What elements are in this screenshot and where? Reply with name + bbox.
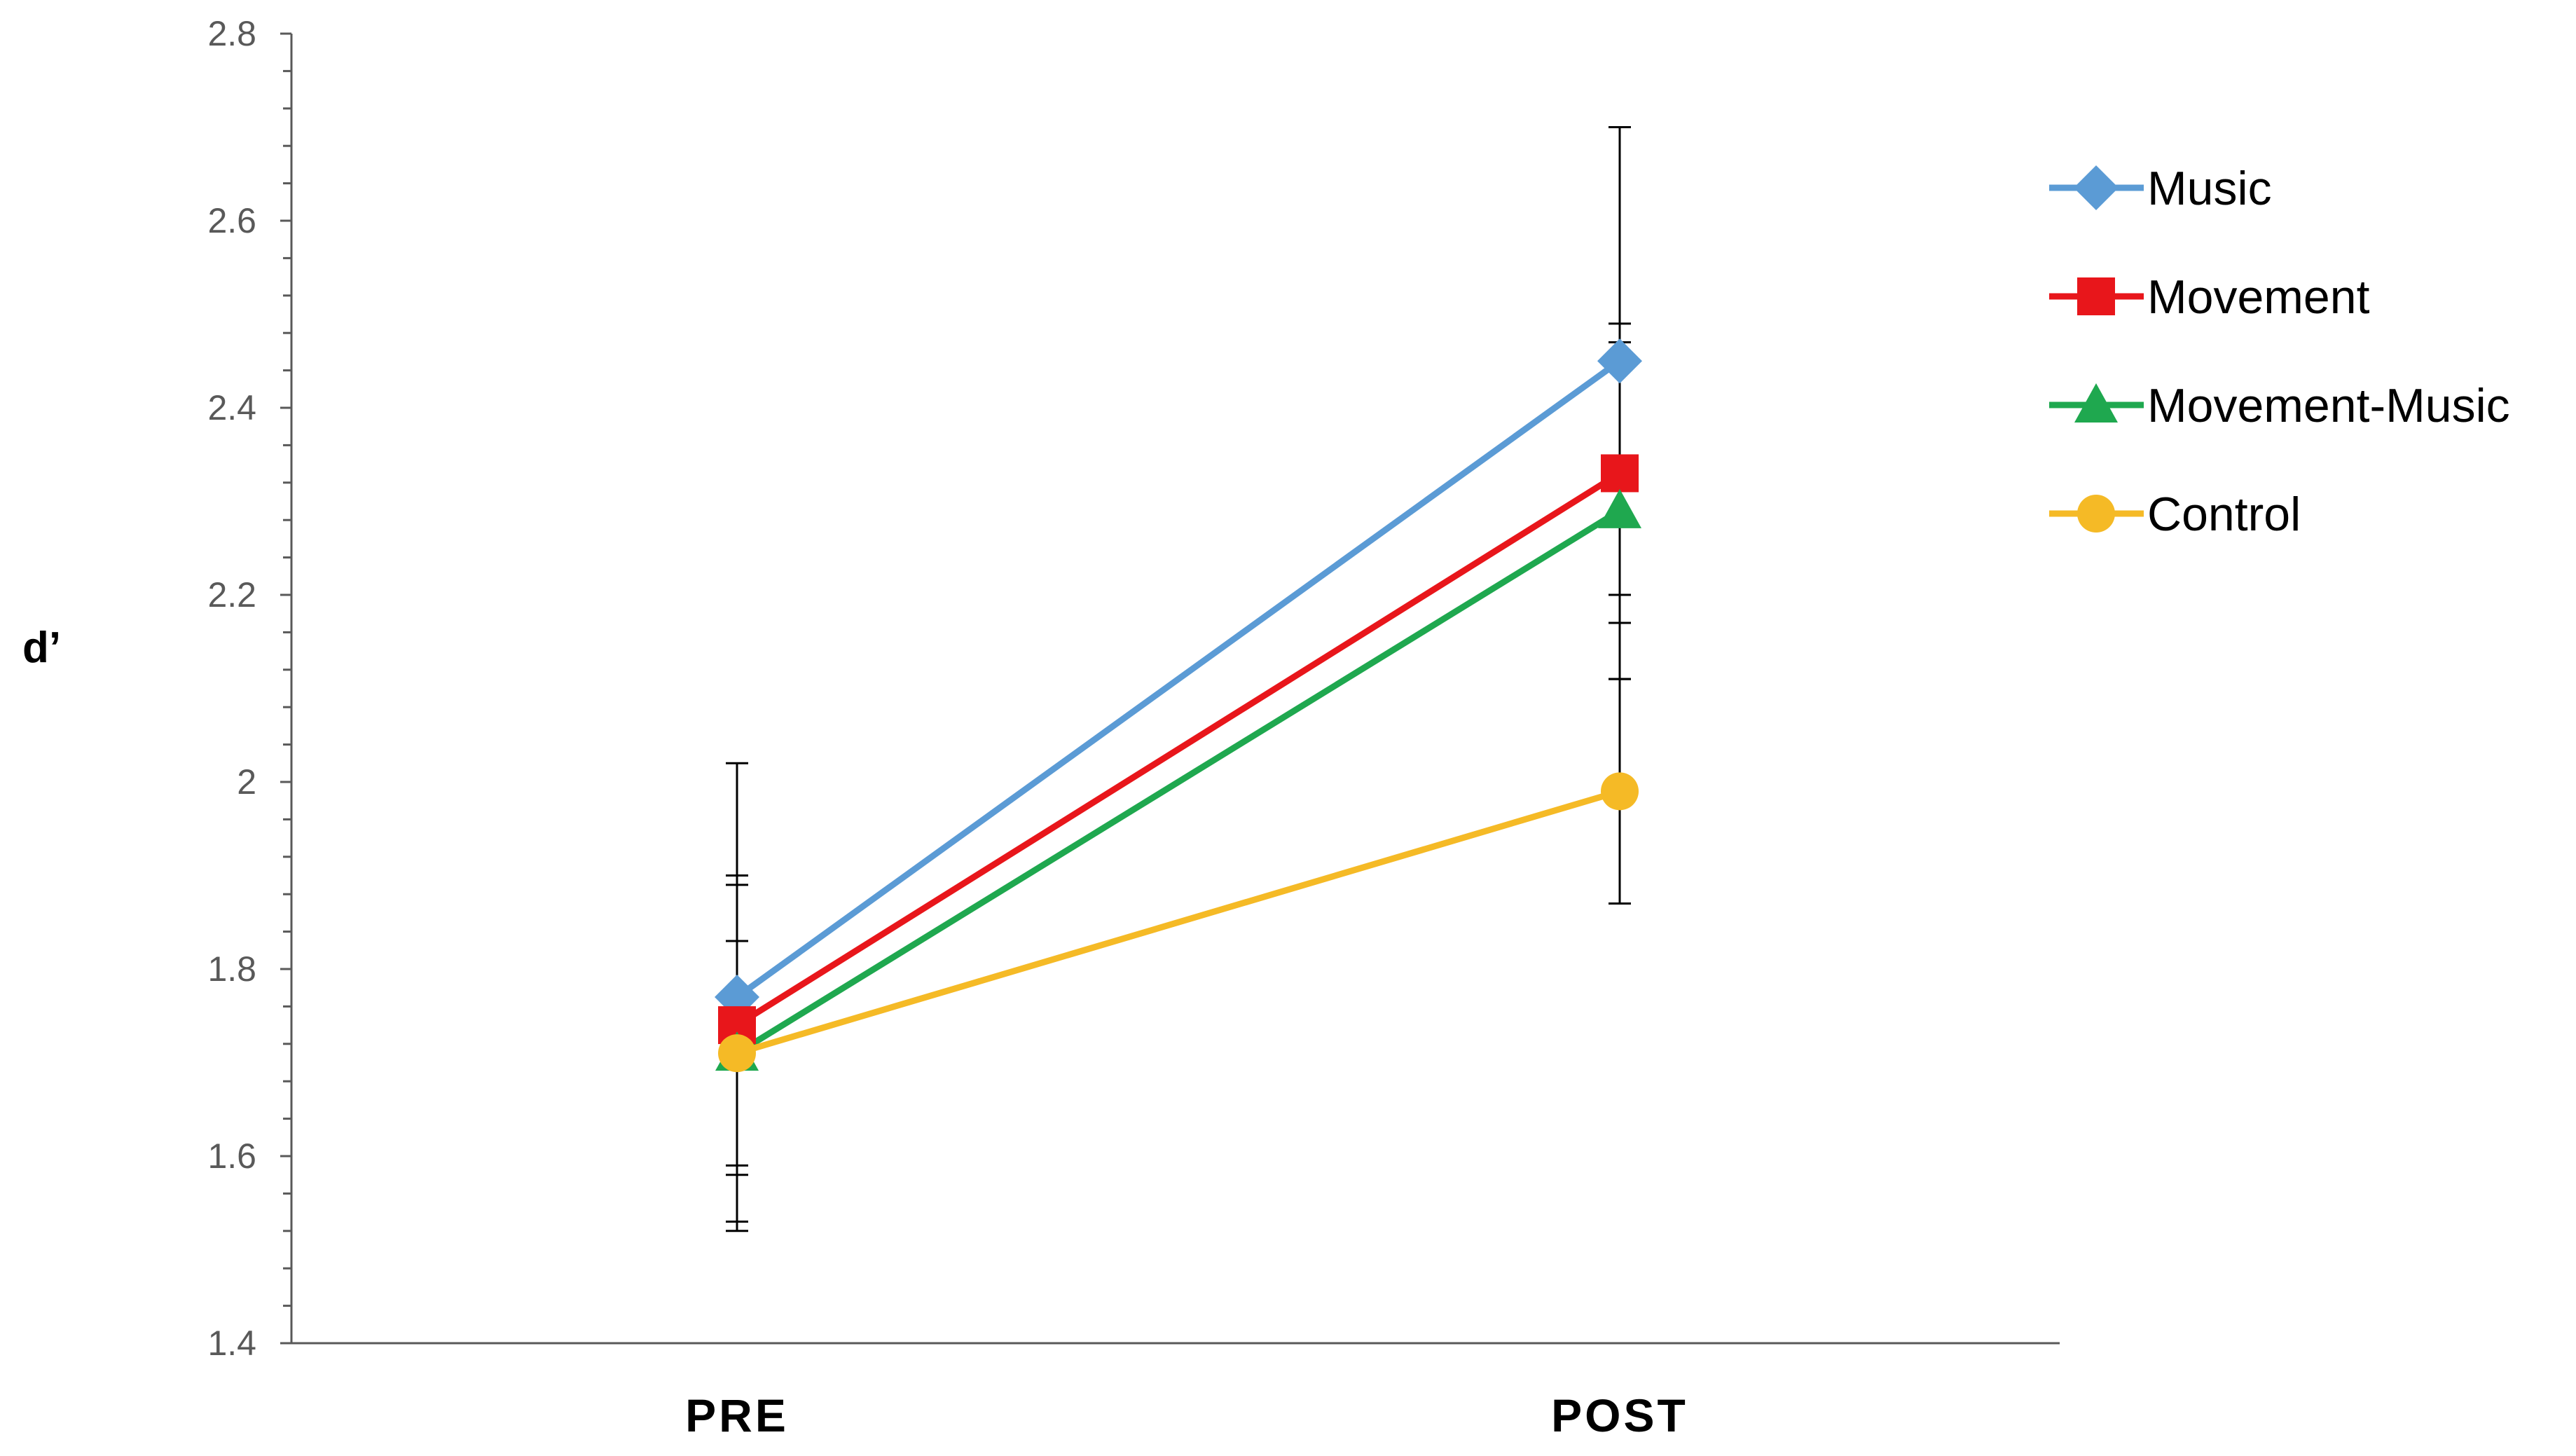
y-tick-label: 2 [237,762,256,802]
axes: 1.4 1.6 1.8 2 2.2 2.4 2.6 2.8 d’ PRE POST [22,14,2060,1441]
y-tick-label: 2.6 [207,201,256,240]
data-point-movement-music [1598,488,1641,528]
series-line-music [735,358,1622,1000]
series-line-movement-music [735,508,1622,1056]
legend-label: Control [2147,488,2301,541]
data-point-music [1597,338,1642,384]
legend: Music Movement Movement-Music Control [2049,162,2510,541]
legend-label: Movement-Music [2147,379,2510,432]
series-lines [735,358,1622,1057]
legend-label: Music [2147,162,2272,215]
series-line-movement [735,470,1622,1028]
y-tick-label: 2.4 [207,388,256,427]
legend-marker [2074,165,2119,210]
data-point-control [1601,772,1639,811]
legend-label: Movement [2147,270,2370,324]
data-point-control [718,1034,756,1073]
y-tick-label: 2.8 [207,14,256,53]
legend-marker [2074,383,2118,423]
x-tick-label: POST [1551,1389,1688,1441]
series-markers [715,338,1642,1073]
legend-marker [2077,277,2115,315]
y-axis-label: d’ [22,624,61,672]
y-tick-label: 1.4 [207,1324,256,1363]
legend-marker [2077,495,2115,533]
x-tick-label: PRE [685,1389,789,1441]
data-point-movement [1601,454,1639,493]
series-line-control [736,788,1621,1057]
y-tick-label: 1.8 [207,949,256,989]
y-tick-label: 1.6 [207,1136,256,1176]
y-tick-label: 2.2 [207,575,256,614]
